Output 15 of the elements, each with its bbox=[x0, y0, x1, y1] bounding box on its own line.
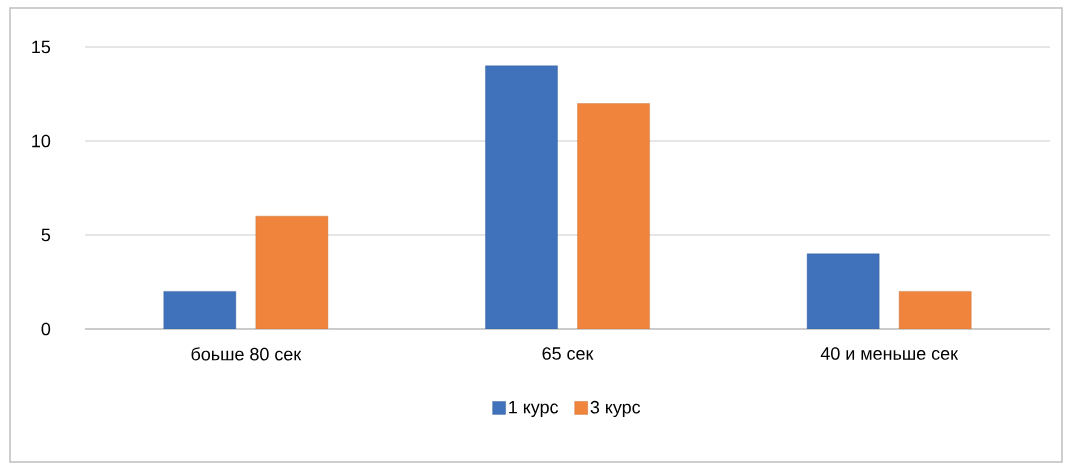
bar bbox=[577, 103, 650, 329]
x-tick-label: 65 сек bbox=[542, 347, 594, 360]
legend-label: 3 курс bbox=[590, 400, 641, 418]
legend-label: 1 курс bbox=[509, 400, 559, 417]
y-tick-label: 0 bbox=[41, 322, 51, 336]
bar bbox=[163, 291, 237, 329]
y-tick-label: 15 bbox=[32, 40, 51, 54]
x-tick-label: боьше 80 сек bbox=[191, 347, 302, 361]
bar bbox=[898, 291, 972, 329]
bar bbox=[485, 65, 558, 329]
y-tick-label: 10 bbox=[32, 134, 51, 148]
x-tick-label: 40 и меньше сек bbox=[820, 347, 959, 360]
y-tick-label: 5 bbox=[41, 228, 51, 242]
bar bbox=[255, 215, 329, 329]
bar bbox=[806, 253, 880, 329]
